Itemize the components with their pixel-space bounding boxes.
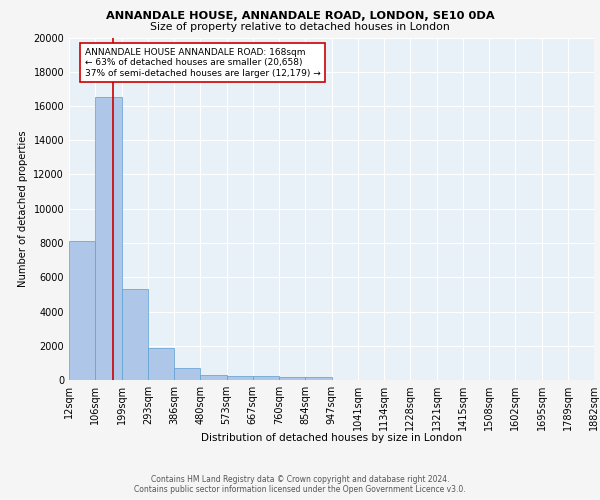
Text: Size of property relative to detached houses in London: Size of property relative to detached ho…	[150, 22, 450, 32]
Bar	[69, 242, 95, 380]
Bar	[227, 376, 253, 380]
Y-axis label: Number of detached properties: Number of detached properties	[18, 130, 28, 287]
Bar	[200, 374, 227, 380]
Bar	[121, 289, 148, 380]
Text: ANNANDALE HOUSE ANNANDALE ROAD: 168sqm
← 63% of detached houses are smaller (20,: ANNANDALE HOUSE ANNANDALE ROAD: 168sqm ←…	[85, 48, 320, 78]
Text: ANNANDALE HOUSE, ANNANDALE ROAD, LONDON, SE10 0DA: ANNANDALE HOUSE, ANNANDALE ROAD, LONDON,…	[106, 11, 494, 21]
Bar	[305, 377, 331, 380]
Bar	[148, 348, 174, 380]
Bar	[253, 376, 279, 380]
Bar	[279, 376, 305, 380]
Text: Contains HM Land Registry data © Crown copyright and database right 2024.
Contai: Contains HM Land Registry data © Crown c…	[134, 474, 466, 494]
Bar	[174, 368, 200, 380]
Bar	[95, 98, 121, 380]
X-axis label: Distribution of detached houses by size in London: Distribution of detached houses by size …	[201, 433, 462, 443]
